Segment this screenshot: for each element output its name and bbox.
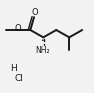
Text: NH₂: NH₂: [36, 46, 50, 55]
Text: O: O: [14, 24, 21, 33]
Text: H: H: [10, 64, 17, 73]
Text: Cl: Cl: [15, 74, 24, 83]
Text: O: O: [32, 8, 38, 17]
Text: •: •: [40, 38, 44, 43]
